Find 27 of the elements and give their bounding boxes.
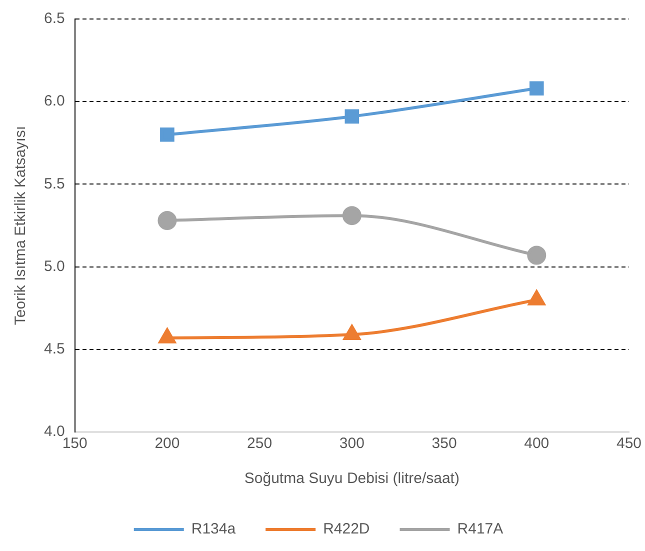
y-tick-label: 4.0 [44, 423, 65, 440]
x-tick-label: 450 [616, 435, 642, 452]
point [342, 206, 362, 226]
point [160, 127, 174, 142]
x-tick-label: 200 [154, 435, 180, 452]
y-tick-label: 5.0 [44, 258, 65, 275]
point [528, 290, 546, 306]
x-tick-label: 350 [432, 435, 457, 452]
y-tick-label: 6.5 [44, 10, 65, 28]
legend-label: R422D [323, 520, 370, 538]
x-tick-label: 400 [524, 435, 550, 452]
point [344, 325, 360, 340]
x-tick-label: 300 [339, 435, 364, 452]
y-tick-label: 4.5 [44, 340, 65, 358]
y-tick-label: 6.0 [44, 92, 65, 110]
x-tick-label: 250 [247, 435, 272, 452]
y-tick-label: 5.5 [44, 175, 65, 192]
point [527, 246, 546, 265]
x-tick-label: 150 [62, 435, 88, 452]
point [158, 328, 176, 344]
point [344, 109, 360, 124]
legend-label: R417A [457, 520, 504, 538]
y-axis-title: Teorik Isıtma Etkirlik Katsayısı [12, 126, 30, 326]
x-axis-title: Soğutma Suyu Debisi (litre/saat) [244, 470, 460, 488]
point [529, 81, 544, 96]
point [158, 211, 177, 230]
legend-label: R134a [191, 520, 236, 538]
